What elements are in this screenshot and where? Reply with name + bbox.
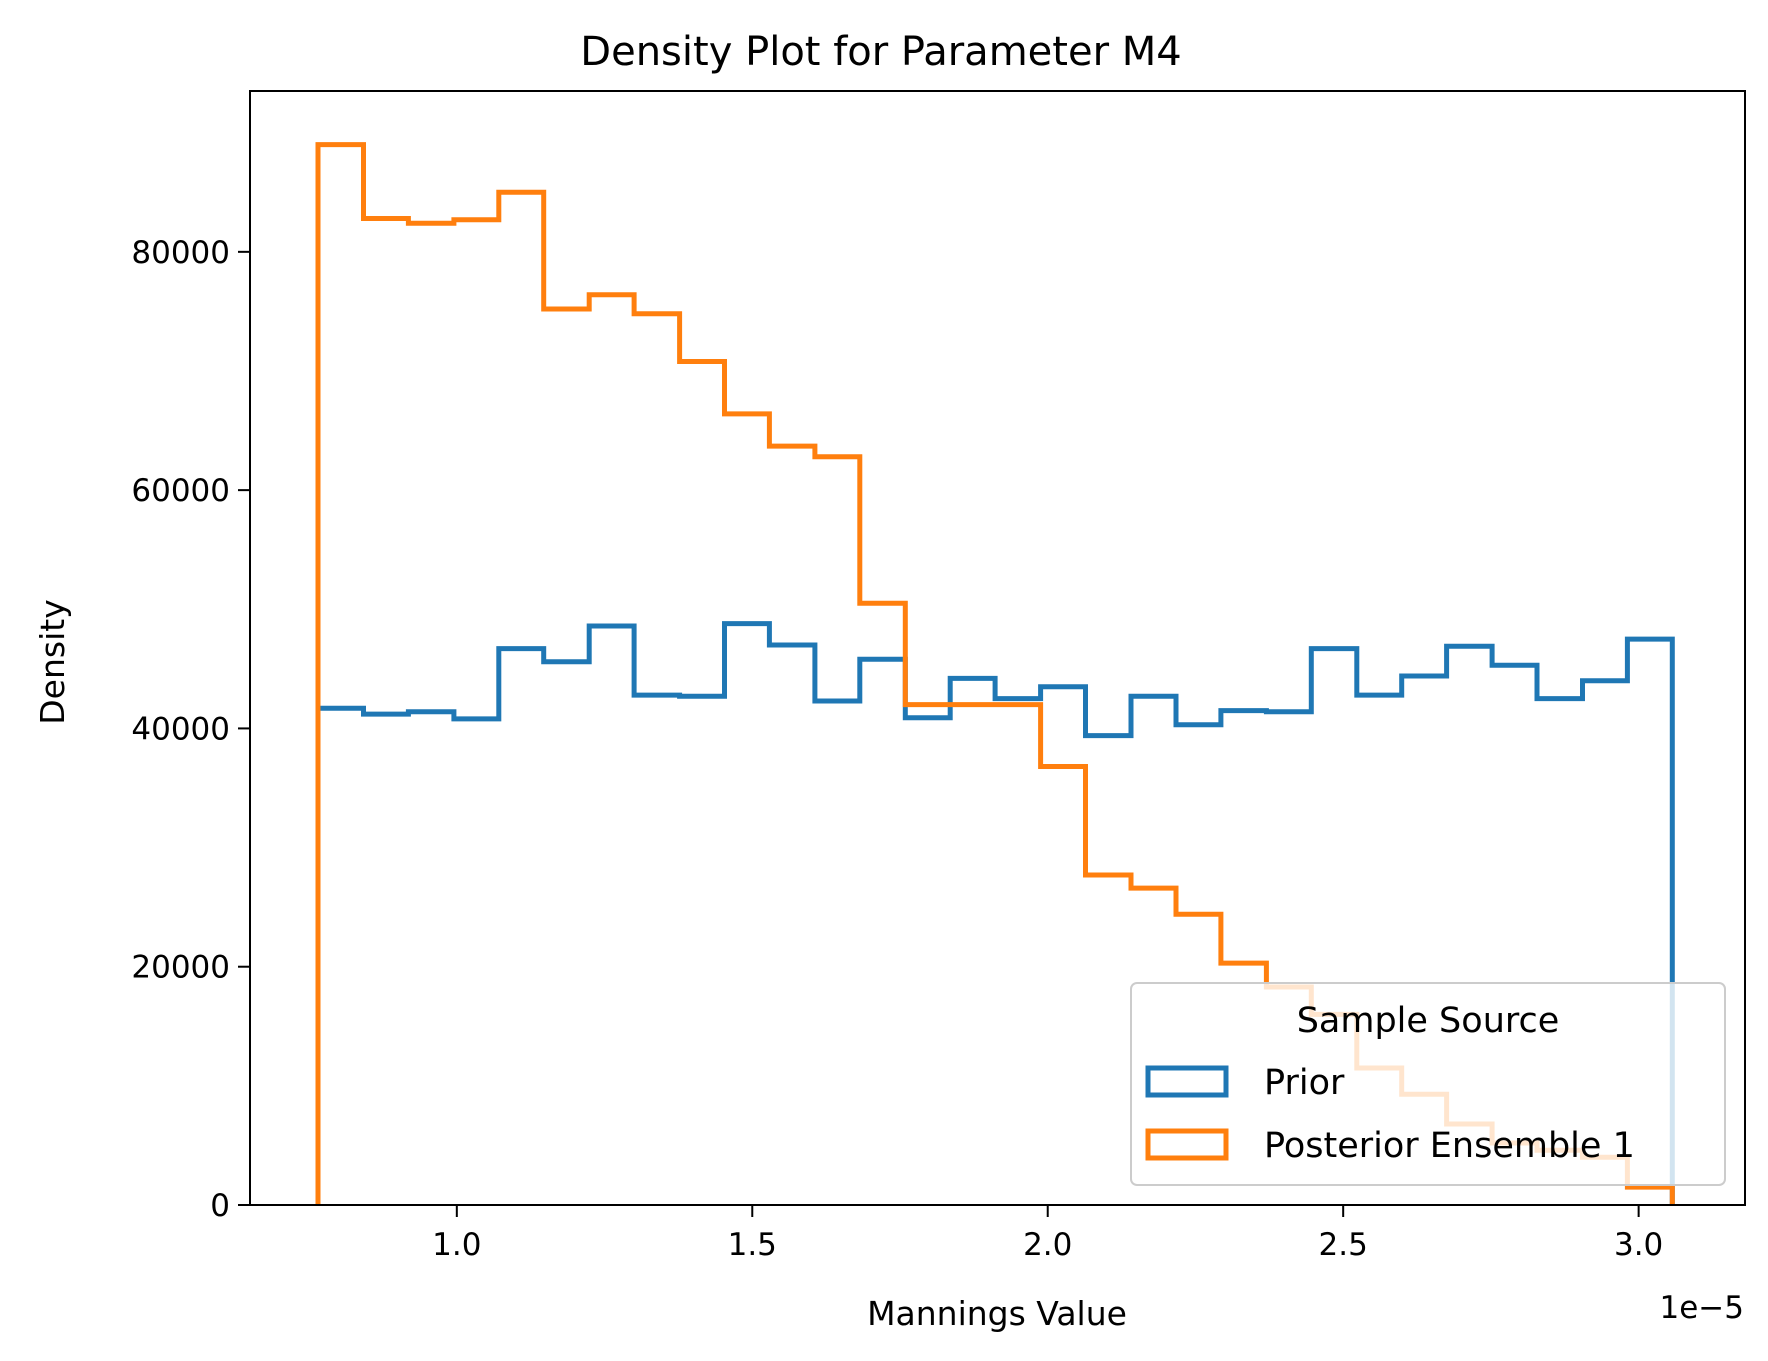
x-tick-label: 2.5 (1319, 1227, 1368, 1263)
legend-label-prior: Prior (1264, 1063, 1345, 1103)
y-axis: 0 20000 40000 60000 80000 (131, 235, 250, 1224)
y-tick-label: 80000 (131, 235, 230, 271)
y-tick-label: 40000 (131, 711, 230, 747)
x-axis-label: Mannings Value (867, 1294, 1127, 1333)
x-tick-label: 3.0 (1614, 1227, 1663, 1263)
y-tick-label: 0 (210, 1188, 230, 1224)
legend: Sample Source Prior Posterior Ensemble 1 (1130, 982, 1726, 1186)
legend-label-posterior: Posterior Ensemble 1 (1264, 1126, 1635, 1166)
y-axis-label: Density (33, 599, 72, 724)
y-tick-label: 20000 (131, 950, 230, 986)
x-tick-label: 1.5 (728, 1227, 777, 1263)
legend-swatch-prior (1145, 1065, 1229, 1098)
legend-title: Sample Source (1297, 1001, 1560, 1041)
x-tick-label: 1.0 (432, 1227, 481, 1263)
plot-frame (249, 90, 1746, 1206)
x-tick-label: 2.0 (1023, 1227, 1072, 1263)
legend-box (1130, 982, 1726, 1186)
series-step-prior (315, 621, 1675, 1205)
y-tick-label: 60000 (131, 473, 230, 509)
x-axis: 1.0 1.5 2.0 2.5 3.0 (432, 1205, 1663, 1263)
legend-swatch-posterior (1145, 1128, 1229, 1161)
x-offset-label: 1e−5 (1660, 1290, 1745, 1326)
chart-title: Density Plot for Parameter M4 (580, 29, 1181, 75)
